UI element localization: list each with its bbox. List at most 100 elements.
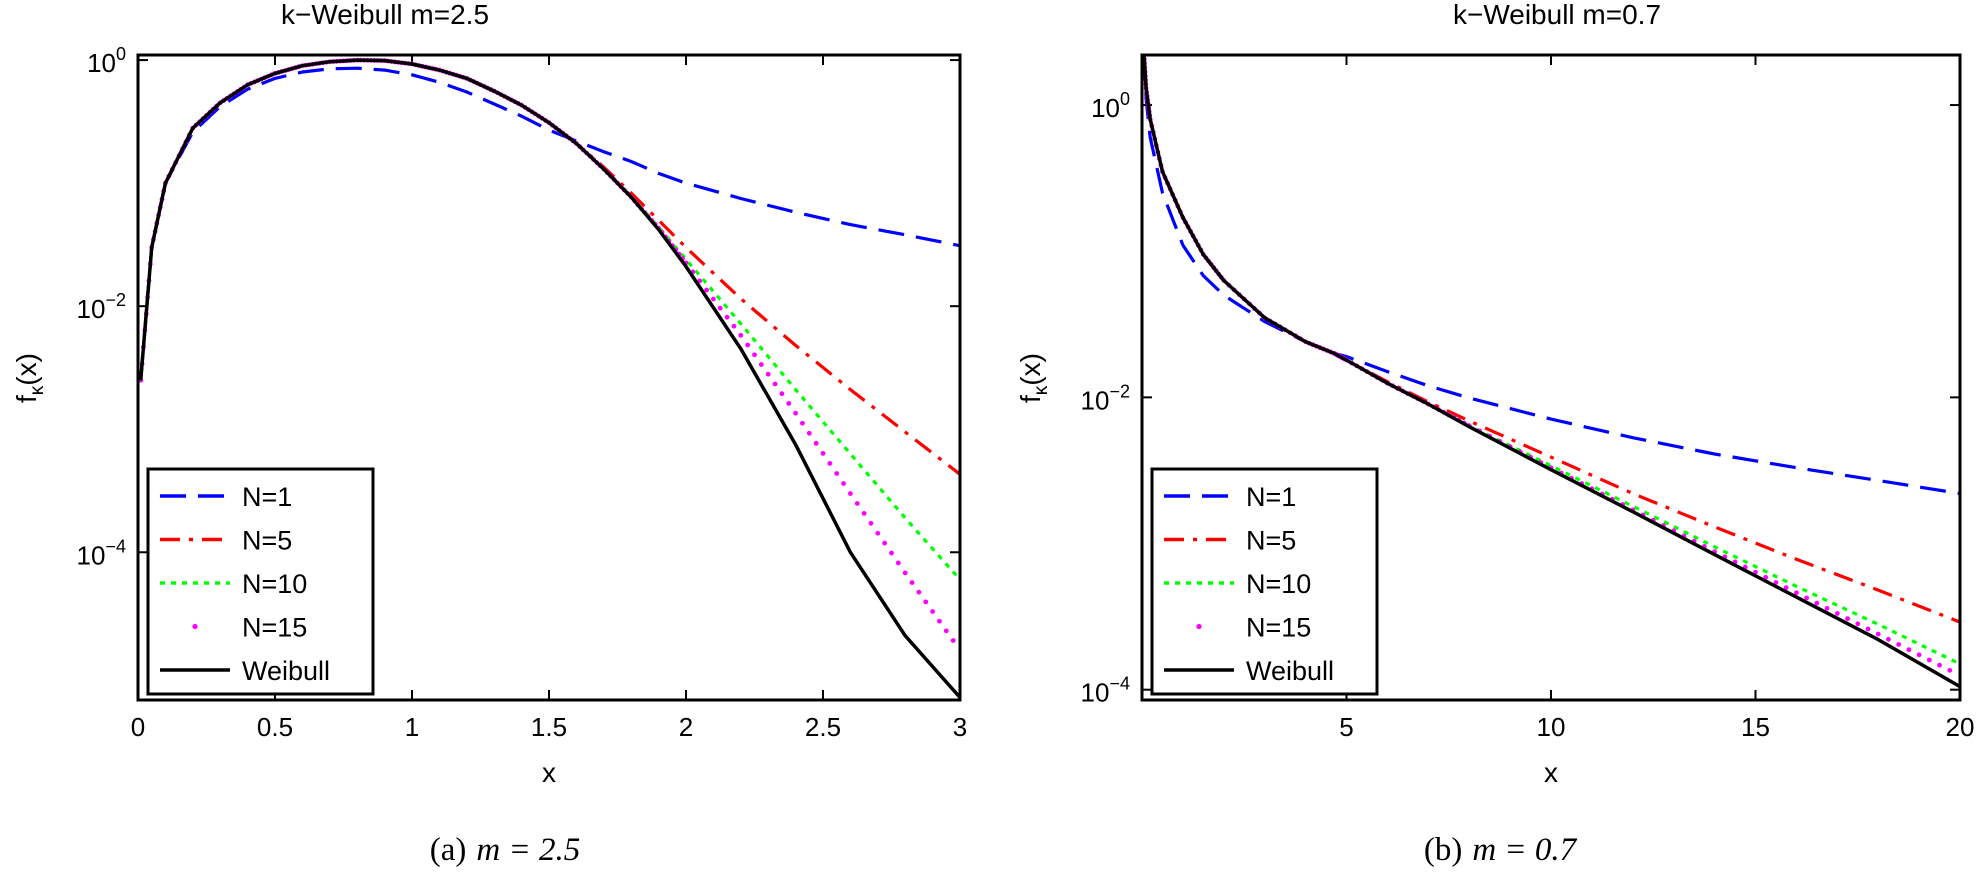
y-tick-base: 10 (1091, 93, 1120, 123)
series-point (1773, 580, 1779, 585)
y-tick-base: 10 (1081, 385, 1110, 415)
y-tick-label: 10−2 (77, 290, 126, 324)
x-tick-label: 3 (953, 712, 967, 742)
legend-label: N=10 (242, 569, 307, 599)
x-tick-label: 5 (1339, 712, 1353, 742)
series-N1-line (139, 66, 960, 381)
series-point (930, 609, 935, 614)
series-point (1834, 611, 1840, 616)
series-point (902, 570, 908, 576)
series-point (895, 560, 901, 566)
plot-frame (136, 53, 962, 702)
x-tick-label: 2 (679, 712, 693, 742)
legend-swatch (192, 623, 198, 630)
legend-item-Weibull: Weibull (1164, 656, 1334, 686)
series-point (806, 430, 812, 436)
series-point (875, 530, 881, 536)
series-point (909, 580, 915, 585)
y-axis-label-sub: κ (27, 385, 48, 395)
series-point (916, 589, 922, 595)
series-point (1865, 626, 1871, 632)
series-point (834, 471, 840, 476)
series-point (882, 540, 888, 546)
series-point (923, 599, 929, 605)
series-point (1845, 616, 1850, 622)
y-axis-label-main: f (11, 395, 42, 403)
caption-b: (b) m = 0.7 (1424, 832, 1578, 868)
legend-item-N5: N=5 (160, 526, 292, 556)
y-axis-label-main: f (1015, 395, 1046, 403)
legend-item-N15: N=15 (1196, 613, 1311, 643)
series-point (724, 314, 730, 320)
y-axis-label-tail: (x) (11, 353, 42, 386)
series-point (772, 381, 778, 387)
series-point (1906, 647, 1912, 653)
plot-frame (1140, 53, 1962, 702)
series-Weibull-line (138, 58, 960, 699)
caption-b-math: m = 0.7 (1472, 832, 1577, 868)
series-point (848, 491, 853, 496)
series-point (1896, 642, 1902, 647)
chart-panel-a: k−Weibull m=2.5 0 0.5 1 1.5 2 2.5 3 10010−210−… (11, 0, 967, 788)
series-point (752, 352, 757, 358)
series-Weibull-line (1142, 55, 1960, 689)
y-tick-label: 10−2 (1081, 381, 1130, 415)
legend-label: Weibull (242, 656, 330, 686)
legend: N=1 N=5 N=10 N=15 Weibull (1150, 467, 1379, 696)
y-tick-label: 100 (87, 44, 126, 78)
y-tick-label: 10−4 (77, 536, 126, 570)
y-axis-label: fκ(x) (11, 353, 48, 403)
series-point (745, 342, 751, 348)
chart-title: k−Weibull m=0.7 (1453, 0, 1661, 30)
y-tick-exponent: 0 (116, 44, 126, 64)
y-tick-base: 10 (1081, 678, 1110, 708)
series-point (854, 501, 860, 506)
y-axis-label-tail: (x) (1015, 353, 1046, 386)
legend-label: Weibull (1246, 656, 1334, 686)
x-tick-label: 1 (405, 712, 419, 742)
tick-marks (137, 55, 961, 700)
y-tick-label: 10−4 (1081, 674, 1130, 708)
series-point (1937, 662, 1942, 668)
legend-label: N=5 (1246, 526, 1296, 556)
x-tick-label: 0.5 (257, 712, 293, 742)
series-point (765, 371, 771, 377)
series-point (1804, 595, 1810, 601)
series-point (937, 618, 942, 624)
caption-a-math: m = 2.5 (476, 832, 580, 868)
y-tick-exponent: −4 (105, 536, 126, 556)
series-point (950, 638, 956, 643)
series-point (943, 628, 949, 634)
series-point (786, 401, 792, 406)
legend-label: N=1 (242, 482, 292, 512)
series-point (1783, 585, 1789, 591)
x-tick-label: 15 (1741, 712, 1770, 742)
series-point (889, 550, 894, 556)
series-point (1886, 636, 1891, 642)
chart-title: k−Weibull m=2.5 (281, 0, 489, 30)
series-point (738, 332, 744, 338)
y-tick-base: 10 (77, 540, 106, 570)
x-tick-labels: 0 0.5 1 1.5 2 2.5 3 (131, 712, 967, 742)
series-point (827, 461, 833, 466)
x-tick-label: 1.5 (531, 712, 567, 742)
y-tick-base: 10 (77, 294, 106, 324)
legend-item-N1: N=1 (160, 482, 292, 512)
series-point (868, 520, 874, 526)
legend-item-N10: N=10 (1164, 569, 1311, 599)
x-tick-label: 20 (1946, 712, 1975, 742)
legend-label: N=5 (242, 526, 292, 556)
series-point (1814, 600, 1820, 606)
y-tick-exponent: −4 (1109, 674, 1130, 694)
y-axis-label: fκ(x) (1015, 353, 1052, 403)
caption-a: (a) m = 2.5 (430, 832, 581, 868)
x-axis-label: x (542, 757, 556, 788)
caption-b-prefix: (b) (1424, 832, 1462, 868)
y-tick-exponent: 0 (1120, 89, 1130, 109)
legend-label: N=10 (1246, 569, 1311, 599)
series-point (820, 450, 826, 456)
series-point (1926, 657, 1932, 663)
series-point (841, 481, 846, 486)
